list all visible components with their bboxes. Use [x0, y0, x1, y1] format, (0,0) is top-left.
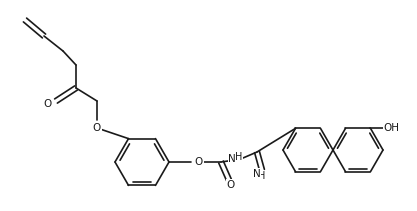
- Text: O: O: [195, 157, 203, 167]
- Text: H: H: [235, 152, 243, 162]
- Text: O: O: [93, 123, 101, 133]
- Text: H: H: [258, 171, 266, 181]
- Text: N: N: [253, 169, 261, 179]
- Text: N: N: [228, 154, 236, 164]
- Text: OH: OH: [384, 123, 399, 133]
- Text: O: O: [227, 180, 235, 190]
- Text: O: O: [44, 99, 52, 109]
